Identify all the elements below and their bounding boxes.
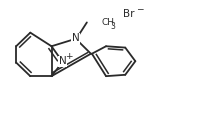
Text: +: + xyxy=(65,52,73,61)
Text: 3: 3 xyxy=(110,22,115,31)
Text: Br: Br xyxy=(123,9,134,19)
Text: N: N xyxy=(59,56,66,66)
Text: −: − xyxy=(136,4,144,13)
Text: N: N xyxy=(72,33,80,43)
Text: CH: CH xyxy=(101,18,114,27)
